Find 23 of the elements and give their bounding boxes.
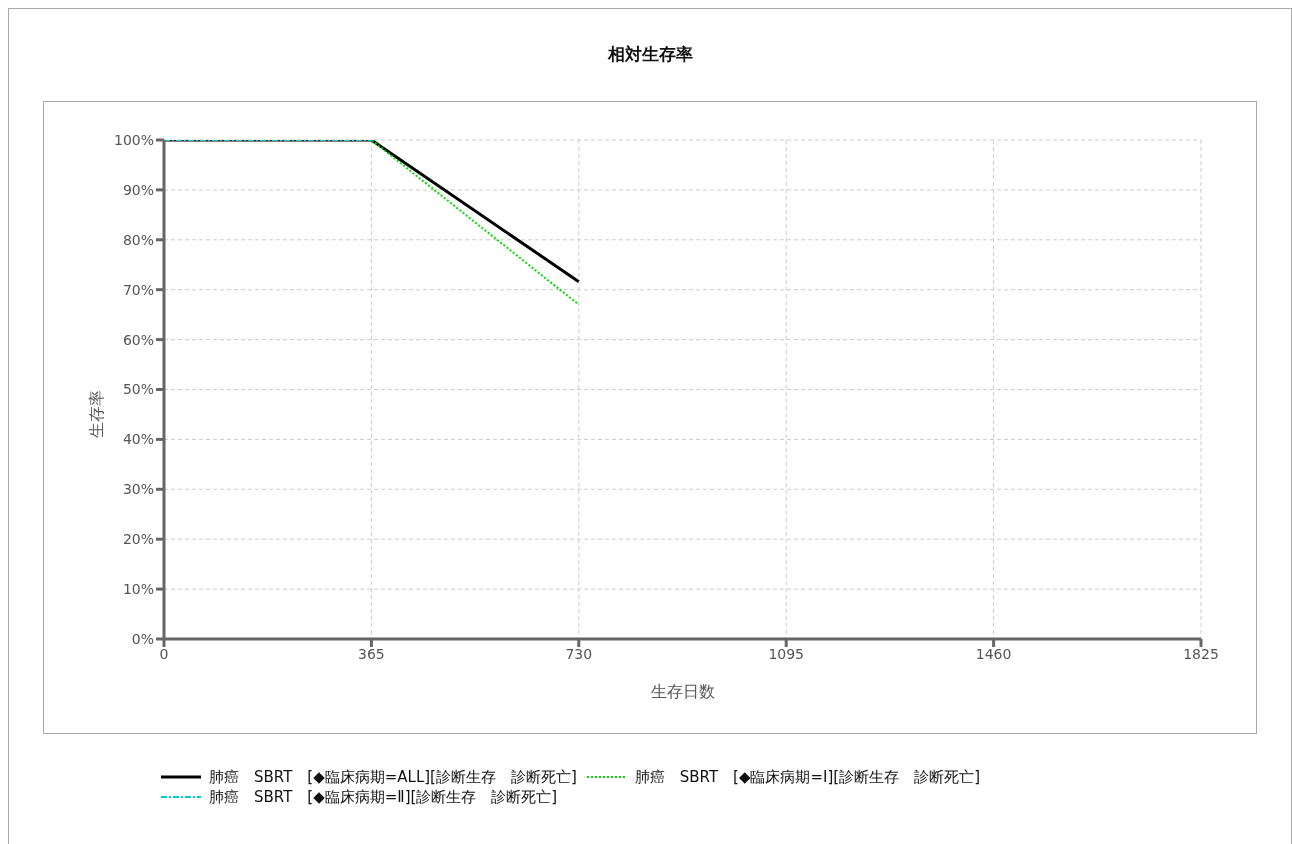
y-tick-label: 60%: [122, 331, 154, 348]
y-tick-label: 0%: [131, 630, 154, 647]
y-tick-label: 90%: [122, 181, 154, 198]
y-tick-label: 70%: [122, 281, 154, 298]
x-tick-label: 0: [159, 645, 169, 662]
y-tick-label: 100%: [113, 131, 154, 148]
chart-title: 相対生存率: [606, 43, 694, 66]
x-tick-label: 365: [358, 645, 385, 662]
y-tick-label: 40%: [122, 431, 154, 448]
x-tick-label: 1825: [1183, 645, 1219, 662]
legend-label: 肺癌 SBRT [◆臨床病期=Ⅱ][診断生存 診断死亡]: [209, 787, 558, 807]
legend-label: 肺癌 SBRT [◆臨床病期=ALL][診断生存 診断死亡]: [209, 767, 577, 787]
y-tick-label: 30%: [122, 481, 154, 498]
y-axis-title: 生存率: [86, 389, 106, 438]
y-tick-label: 50%: [122, 381, 154, 398]
x-tick-label: 1460: [975, 645, 1012, 662]
y-tick-label: 10%: [122, 581, 154, 598]
x-tick-label: 1095: [768, 645, 805, 662]
y-tick-label: 80%: [122, 231, 154, 248]
x-tick-label: 730: [565, 645, 593, 662]
y-tick-label: 20%: [122, 531, 154, 548]
legend-label: 肺癌 SBRT [◆臨床病期=Ⅰ][診断生存 診断死亡]: [634, 767, 981, 787]
x-axis-title: 生存日数: [650, 682, 715, 701]
